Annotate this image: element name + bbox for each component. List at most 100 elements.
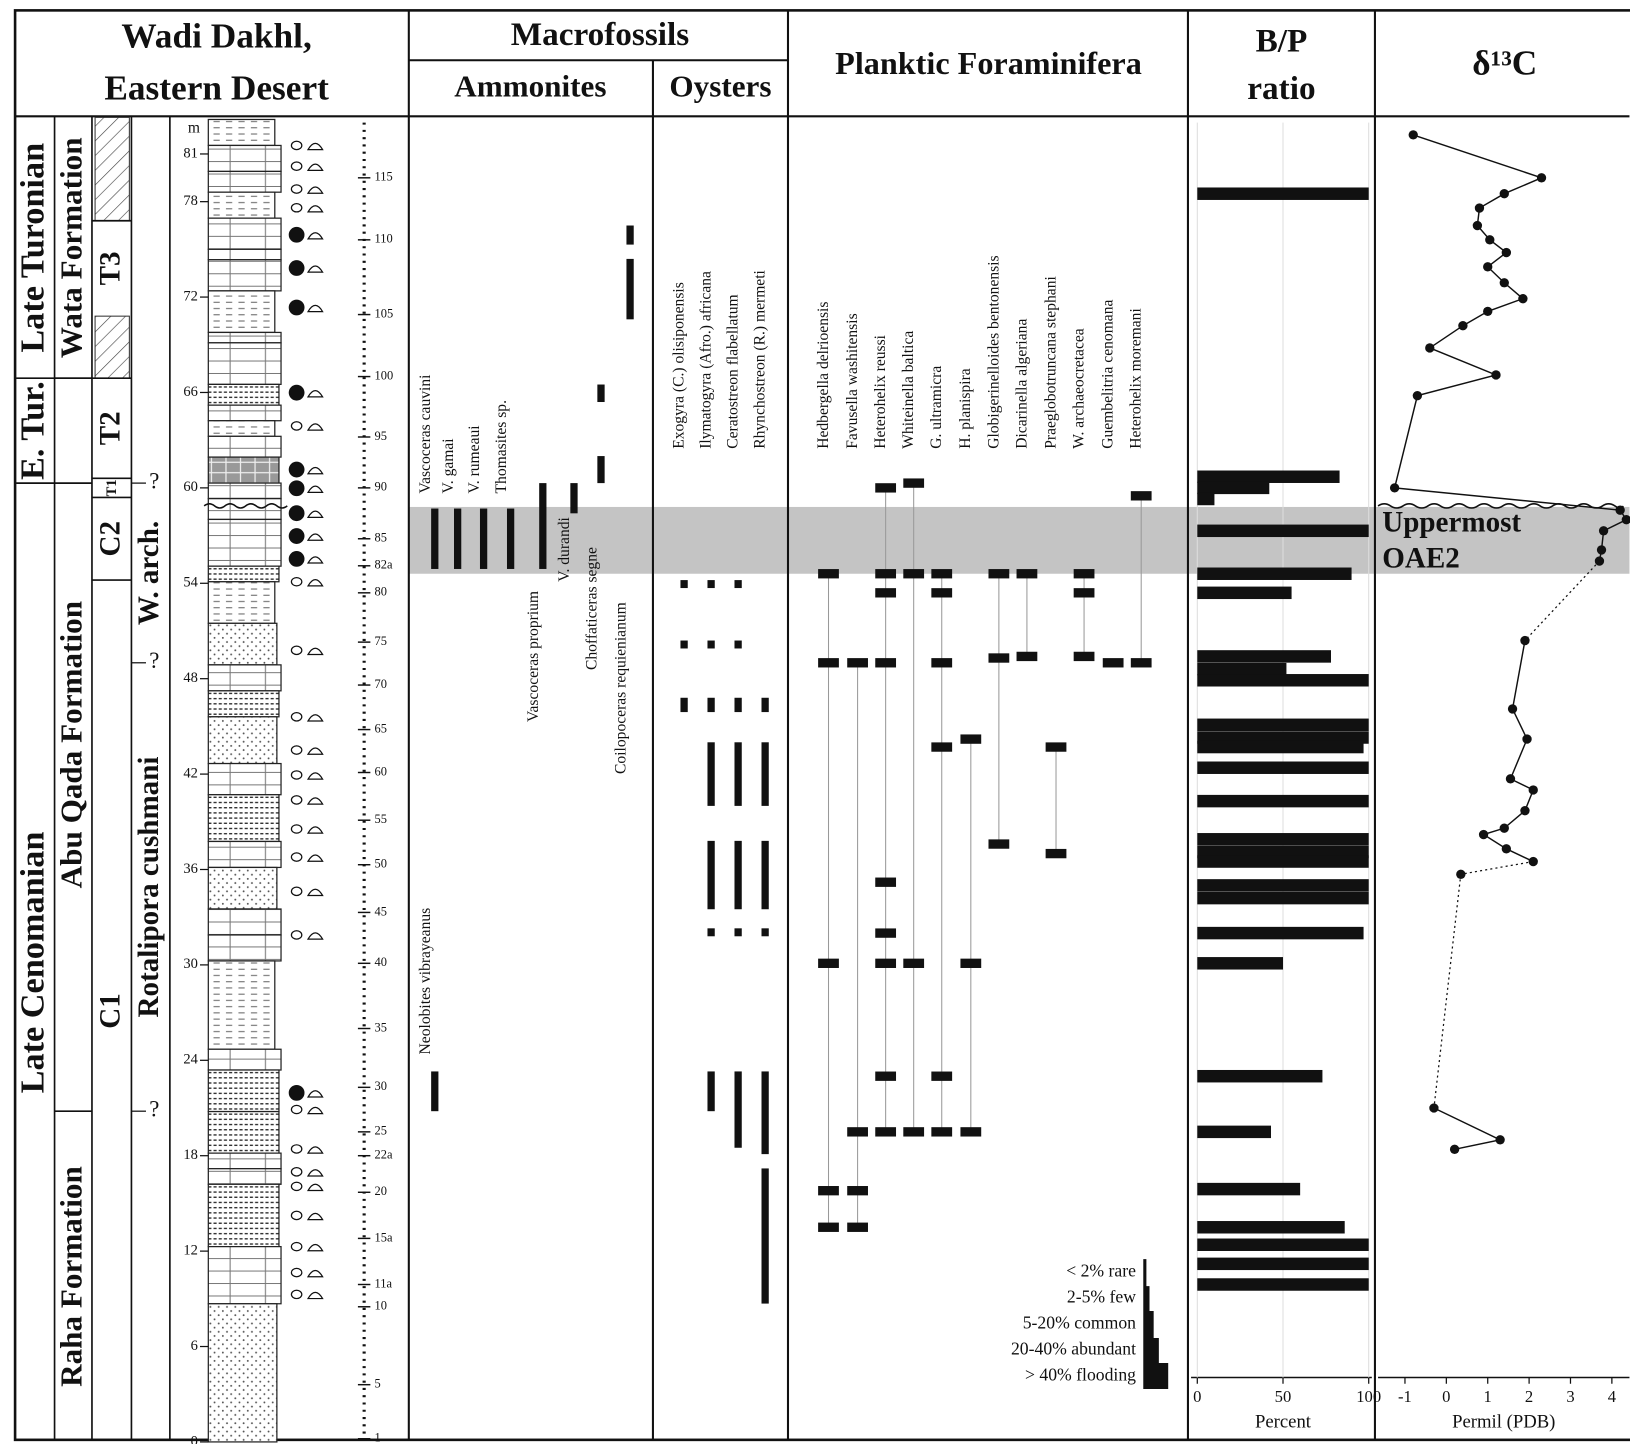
bp-bar bbox=[1197, 1239, 1368, 1251]
d13c-tick-label: 2 bbox=[1525, 1387, 1533, 1406]
foram-name: Guembelitria cenomana bbox=[1100, 299, 1117, 448]
foram-occurrence bbox=[1074, 652, 1095, 661]
sample-label: 85 bbox=[375, 531, 387, 545]
sample-label: 5 bbox=[375, 1377, 381, 1391]
d13c-point bbox=[1413, 391, 1422, 400]
foram-occurrence bbox=[1131, 658, 1152, 667]
sample-label: 110 bbox=[375, 232, 393, 246]
bp-bar bbox=[1197, 741, 1363, 753]
header-text: Wadi Dakhl, bbox=[121, 17, 311, 56]
bp-bar bbox=[1197, 892, 1368, 904]
oyster-range bbox=[680, 580, 687, 588]
lithology-bed bbox=[208, 119, 274, 145]
abundance-legend-label: > 40% flooding bbox=[1025, 1365, 1136, 1385]
d13c-point bbox=[1409, 130, 1418, 139]
sample-label: 11a bbox=[375, 1276, 393, 1290]
fossil-symbol bbox=[291, 771, 301, 779]
fossil-symbol bbox=[291, 796, 301, 804]
foram-occurrence bbox=[903, 478, 924, 487]
d13c-point bbox=[1520, 636, 1529, 645]
depth-tick-label: 30 bbox=[183, 956, 198, 972]
foram-occurrence bbox=[1074, 569, 1095, 578]
header-text: Planktic Foraminifera bbox=[835, 45, 1142, 81]
foram-name: Praeglobotruncana stephani bbox=[1042, 276, 1059, 449]
bp-bar bbox=[1197, 1278, 1368, 1290]
d13c-point bbox=[1615, 505, 1624, 514]
bp-bar bbox=[1197, 587, 1291, 599]
abundance-legend-label: < 2% rare bbox=[1066, 1261, 1136, 1281]
foram-occurrence bbox=[818, 658, 839, 667]
foram-occurrence bbox=[1103, 658, 1124, 667]
depth-tick-label: 18 bbox=[183, 1147, 198, 1163]
oyster-range bbox=[734, 698, 741, 712]
foram-occurrence bbox=[903, 1127, 924, 1136]
sample-label: 35 bbox=[375, 1020, 387, 1034]
abundance-legend-label: 5-20% common bbox=[1023, 1313, 1136, 1333]
depth-tick-label: 72 bbox=[183, 288, 198, 304]
foram-occurrence bbox=[818, 1223, 839, 1232]
d13c-point bbox=[1508, 704, 1517, 713]
foram-name: Favusella washitensis bbox=[844, 313, 861, 448]
header-text: ratio bbox=[1247, 70, 1315, 107]
d13c-point bbox=[1475, 203, 1484, 212]
foram-occurrence bbox=[960, 734, 981, 743]
bp-tick-label: 0 bbox=[1193, 1387, 1201, 1406]
lithology-bed bbox=[208, 1070, 279, 1112]
bp-bar bbox=[1197, 1183, 1300, 1195]
foram-occurrence bbox=[1046, 849, 1067, 858]
oyster-range bbox=[734, 841, 741, 909]
bp-axis-label: Percent bbox=[1255, 1412, 1312, 1433]
bp-bar bbox=[1197, 674, 1368, 686]
sample-label: 105 bbox=[375, 306, 394, 320]
foram-occurrence bbox=[988, 653, 1009, 662]
d13c-point bbox=[1473, 221, 1482, 230]
d13c-point bbox=[1485, 235, 1494, 244]
fossil-symbol bbox=[291, 1290, 301, 1298]
fossil-symbol bbox=[289, 300, 304, 315]
fossil-symbol bbox=[308, 511, 323, 517]
foram-occurrence bbox=[818, 569, 839, 578]
question-mark: ? bbox=[149, 648, 159, 673]
bp-bar bbox=[1197, 1258, 1368, 1270]
d13c-point bbox=[1491, 370, 1500, 379]
oyster-range bbox=[761, 742, 768, 806]
header-text: Eastern Desert bbox=[104, 69, 329, 108]
depth-tick-label: 81 bbox=[183, 145, 198, 161]
fossil-symbol bbox=[308, 187, 323, 193]
oyster-range bbox=[761, 1071, 768, 1154]
foram-occurrence bbox=[1131, 491, 1152, 500]
lithology-bed bbox=[208, 457, 279, 483]
sample-label: 115 bbox=[375, 170, 393, 184]
foram-name: G. ultramicra bbox=[928, 366, 945, 449]
sample-label: 10 bbox=[375, 1299, 387, 1313]
bp-bar bbox=[1197, 650, 1331, 662]
d13c-point bbox=[1520, 806, 1529, 815]
zone-label: T2 bbox=[94, 411, 126, 445]
bp-bar bbox=[1197, 187, 1368, 199]
bp-bar bbox=[1197, 879, 1368, 891]
bp-tick-label: 50 bbox=[1275, 1387, 1292, 1406]
d13c-point bbox=[1500, 278, 1509, 287]
ammonite-range bbox=[626, 226, 633, 245]
fossil-symbol bbox=[308, 534, 323, 540]
ammonite-name: Thomasites sp. bbox=[493, 400, 510, 493]
foram-occurrence bbox=[1017, 569, 1038, 578]
oyster-name: Exogyra (C.) olisiponensis bbox=[671, 282, 688, 449]
fossil-symbol bbox=[308, 1292, 323, 1298]
d13c-point bbox=[1500, 189, 1509, 198]
sample-label: 60 bbox=[375, 764, 387, 778]
foram-occurrence bbox=[1017, 652, 1038, 661]
lithology-bed bbox=[208, 260, 281, 291]
bp-bar bbox=[1197, 663, 1286, 675]
abundance-legend-key bbox=[1143, 1259, 1168, 1389]
stage-label: Late Cenomanian bbox=[14, 832, 52, 1094]
fossil-symbol bbox=[291, 853, 301, 861]
lithology-bed bbox=[208, 1153, 281, 1169]
oyster-name: Ilymatogyra (Afro.) africana bbox=[698, 271, 715, 449]
oyster-range bbox=[680, 698, 687, 712]
fossil-symbol bbox=[308, 391, 323, 397]
lithology-bed bbox=[208, 935, 281, 961]
stage-label: Late Turonian bbox=[14, 143, 52, 353]
ammonite-range bbox=[626, 259, 633, 319]
zone-label: C1 bbox=[94, 993, 126, 1029]
